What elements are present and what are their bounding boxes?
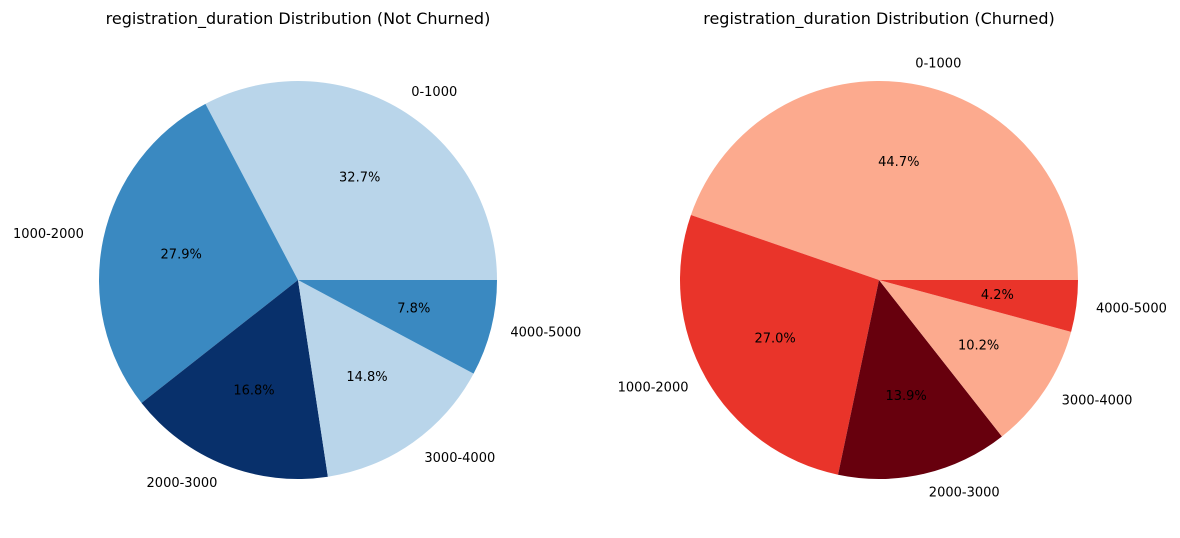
pie-slice-churned-4000-5000 — [879, 280, 1078, 332]
pct-label-not-churned-2000-3000: 16.8% — [233, 384, 274, 399]
category-label-churned-0-1000: 0-1000 — [915, 57, 961, 72]
pie-slice-churned-2000-3000 — [838, 280, 1002, 480]
pie-slice-not-churned-2000-3000 — [141, 280, 328, 479]
pie-slice-churned-3000-4000 — [879, 280, 1072, 437]
pct-label-not-churned-0-1000: 32.7% — [339, 170, 380, 185]
pie-slice-not-churned-0-1000 — [205, 80, 497, 280]
pct-label-not-churned-1000-2000: 27.9% — [161, 248, 202, 263]
pie-chart-churned: registration_duration Distribution (Chur… — [618, 9, 1167, 501]
chart-title-not-churned: registration_duration Distribution (Not … — [106, 9, 491, 29]
pct-label-churned-3000-4000: 10.2% — [958, 338, 999, 353]
category-label-not-churned-2000-3000: 2000-3000 — [147, 476, 218, 491]
pie-slice-not-churned-4000-5000 — [298, 280, 497, 374]
pct-label-not-churned-3000-4000: 14.8% — [346, 370, 387, 385]
pct-label-churned-0-1000: 44.7% — [878, 155, 919, 170]
category-label-not-churned-1000-2000: 1000-2000 — [13, 227, 84, 242]
pie-slice-churned-0-1000 — [690, 80, 1078, 280]
category-label-churned-4000-5000: 4000-5000 — [1096, 301, 1167, 316]
category-label-churned-2000-3000: 2000-3000 — [929, 486, 1000, 501]
pie-slice-churned-1000-2000 — [679, 214, 879, 475]
category-label-not-churned-4000-5000: 4000-5000 — [510, 326, 581, 341]
pie-chart-not-churned: registration_duration Distribution (Not … — [13, 9, 581, 491]
category-label-churned-1000-2000: 1000-2000 — [618, 380, 689, 395]
chart-title-churned: registration_duration Distribution (Chur… — [703, 9, 1055, 29]
category-label-churned-3000-4000: 3000-4000 — [1062, 393, 1133, 408]
pie-slice-not-churned-3000-4000 — [298, 280, 474, 477]
pct-label-churned-4000-5000: 4.2% — [981, 288, 1014, 303]
pct-label-churned-2000-3000: 13.9% — [885, 389, 926, 404]
pct-label-not-churned-4000-5000: 7.8% — [397, 302, 430, 317]
category-label-not-churned-3000-4000: 3000-4000 — [424, 451, 495, 466]
pie-slice-not-churned-1000-2000 — [99, 103, 298, 403]
pct-label-churned-1000-2000: 27.0% — [754, 331, 795, 346]
category-label-not-churned-0-1000: 0-1000 — [411, 85, 457, 100]
